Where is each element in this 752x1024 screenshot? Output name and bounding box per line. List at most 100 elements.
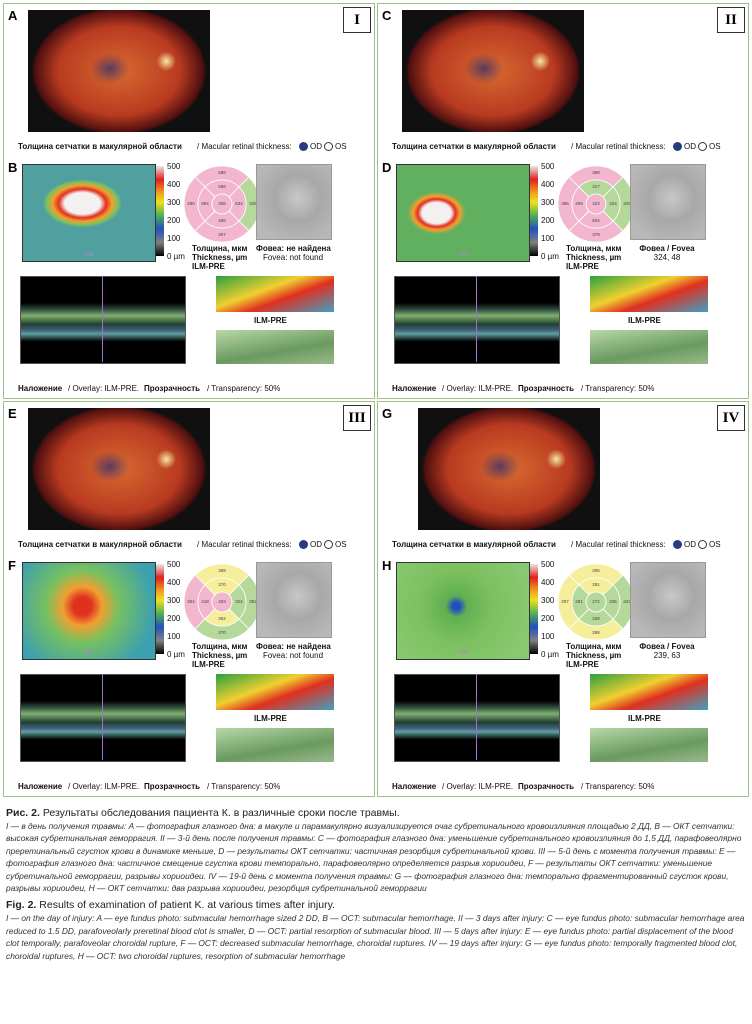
panel: I A Толщина сетчатки в макулярной области /… [3, 3, 375, 399]
color-bar-tick: 500 [167, 560, 181, 569]
color-bar-tick: 400 [541, 180, 555, 189]
thickness-map [22, 562, 156, 660]
thickness-map [396, 562, 530, 660]
text: I — в день получения травмы: A — фотогра… [6, 821, 742, 894]
color-bar [530, 166, 538, 256]
color-bar-tick: 200 [167, 614, 181, 623]
fundus-photo [402, 10, 584, 132]
etdrs-value: 418 [201, 599, 209, 604]
os-circle [698, 142, 707, 151]
thickness-caption: Thickness, µm [566, 253, 622, 262]
etdrs-value: 270 [218, 630, 226, 635]
color-bar-tick: 0 µm [541, 650, 559, 659]
etdrs-value: 403 [218, 599, 226, 604]
fovea-caption: 324, 48 [653, 253, 681, 262]
thickness-title-en: / Macular retinal thickness: [571, 142, 666, 151]
thickness-caption: Thickness, µm [192, 253, 248, 262]
overlay-en: / Overlay: ILM-PRE. [442, 384, 514, 393]
fundus-label: C [382, 8, 392, 23]
etdrs-chart: 355 568 588 594 490 532 326 496 457 [183, 165, 261, 243]
color-bar-tick: 400 [167, 578, 181, 587]
caption-ru-text: I — в день получения травмы: A — фотогра… [6, 820, 746, 894]
surface-bottom [216, 330, 334, 364]
surface-top [590, 276, 708, 312]
transparency-ru: Прозрачность [518, 782, 575, 791]
transparency-en: / Transparency: 50% [581, 782, 655, 791]
color-bar-tick: 300 [167, 198, 181, 207]
color-bar [156, 564, 164, 654]
panel: IV G Толщина сетчатки в макулярной области… [377, 401, 749, 797]
caption-en-heading: Fig. 2. Results of examination of patien… [6, 898, 746, 912]
thickness-caption: Толщина, мкм [192, 642, 248, 651]
etdrs-value: 281 [592, 582, 600, 587]
panel: III E Толщина сетчатки в макулярной област… [3, 401, 375, 797]
etdrs-value: 288 [592, 630, 600, 635]
fovea-image [256, 562, 332, 638]
roman-numeral: I [343, 7, 371, 33]
os-circle [698, 540, 707, 549]
thickness-caption: Толщина, мкм [566, 642, 622, 651]
color-bar-tick: 200 [541, 216, 555, 225]
thickness-title-ru: Толщина сетчатки в макулярной области [18, 540, 182, 549]
oct-bscan [394, 276, 560, 364]
transparency-en: / Transparency: 50% [581, 384, 655, 393]
etdrs-value: 379 [592, 232, 600, 237]
od-dot [299, 142, 308, 151]
transparency-en: / Transparency: 50% [207, 384, 281, 393]
thickness-map [396, 164, 530, 262]
oct-scan-line [102, 674, 103, 760]
surface-top [216, 276, 334, 312]
etdrs-value: 272 [592, 599, 600, 604]
os-label: OS [335, 142, 347, 151]
od-label: OD [310, 540, 322, 549]
thickness-caption: ILM-PRE [192, 262, 225, 271]
etdrs-value: 322 [235, 599, 243, 604]
od-label: OD [684, 142, 696, 151]
etdrs-value: 345 [609, 599, 617, 604]
thickness-title-en: / Macular retinal thickness: [571, 540, 666, 549]
overlay-en: / Overlay: ILM-PRE. [68, 384, 140, 393]
etdrs-center [211, 591, 233, 613]
etdrs-center [585, 591, 607, 613]
etdrs-value: 469 [575, 201, 583, 206]
caption: Рис. 2. Результаты обследования пациента… [6, 806, 746, 962]
fundus-label: A [8, 8, 18, 23]
surface-label: ILM-PRE [628, 316, 661, 325]
overlay-en: / Overlay: ILM-PRE. [68, 782, 140, 791]
os-label: OS [709, 142, 721, 151]
oct-bscan [394, 674, 560, 762]
oct-scan-line [476, 674, 477, 760]
os-label: OS [335, 540, 347, 549]
fovea-image [630, 164, 706, 240]
etdrs-value: 329 [623, 201, 631, 206]
thickness-caption: Толщина, мкм [566, 244, 622, 253]
color-bar-tick: 100 [541, 632, 555, 641]
overlay-ru: Наложение [18, 384, 63, 393]
thickness-caption: ILM-PRE [192, 660, 225, 669]
thickness-caption: Thickness, µm [566, 651, 622, 660]
etdrs-value: 504 [592, 218, 600, 223]
thickness-caption: Thickness, µm [192, 651, 248, 660]
transparency-en: / Transparency: 50% [207, 782, 281, 791]
oct-scan-line [476, 276, 477, 362]
thickness-map [22, 164, 156, 262]
transparency-ru: Прозрачность [144, 384, 201, 393]
color-bar-tick: 400 [541, 578, 555, 587]
fovea-caption: Фовеа: не найдена [256, 244, 331, 253]
surface-label: ILM-PRE [254, 316, 287, 325]
label: Рис. 2. [6, 807, 40, 819]
panel: II C Толщина сетчатки в макулярной области… [377, 3, 749, 399]
fundus-label: G [382, 406, 393, 421]
etdrs-value: 362 [218, 616, 226, 621]
overlay-ru: Наложение [18, 782, 63, 791]
oct-bscan [20, 674, 186, 762]
etdrs-value: 352 [249, 599, 257, 604]
text: I — on the day of injury: A — eye fundus… [6, 913, 745, 961]
color-bar-tick: 300 [167, 596, 181, 605]
roman-numeral: II [717, 7, 745, 33]
etdrs-value: 386 [561, 201, 569, 206]
color-bar [530, 564, 538, 654]
fovea-caption: Фовеа / Fovea [639, 642, 695, 651]
surface-bottom [590, 728, 708, 762]
